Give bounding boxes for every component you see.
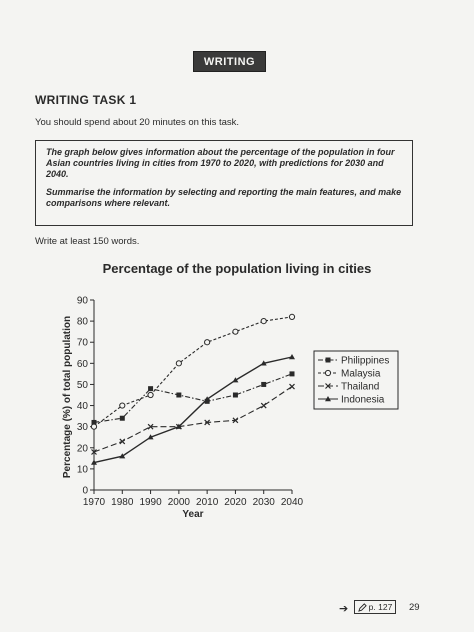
series-line-malaysia <box>93 316 293 428</box>
x-tick-label: 1990 <box>139 497 162 508</box>
data-point-philippines <box>289 371 295 377</box>
y-tick-label: 70 <box>77 338 89 349</box>
data-point-malaysia <box>288 313 296 320</box>
data-point-malaysia <box>119 402 126 409</box>
y-tick-label: 50 <box>77 380 89 391</box>
legend-label-thailand: Thailand <box>341 382 379 393</box>
data-point-philippines <box>261 381 267 387</box>
legend-marker-philippines <box>325 357 331 363</box>
y-tick-label: 30 <box>77 422 89 433</box>
section-banner: WRITING <box>193 51 266 72</box>
data-point-malaysia <box>260 318 267 325</box>
x-tick-label: 2020 <box>224 497 247 508</box>
task-prompt-paragraph: The graph below gives information about … <box>46 147 395 179</box>
time-instruction: You should spend about 20 minutes on thi… <box>35 117 240 128</box>
y-tick-label: 80 <box>77 317 89 328</box>
legend-label-philippines: Philippines <box>341 356 389 367</box>
legend-label-malaysia: Malaysia <box>341 369 381 380</box>
data-point-indonesia <box>260 360 267 366</box>
data-point-malaysia <box>147 391 154 399</box>
legend-marker-indonesia <box>325 396 331 402</box>
data-point-indonesia <box>232 377 239 383</box>
word-count-instruction: Write at least 150 words. <box>35 236 140 247</box>
task-prompt-box: The graph below gives information about … <box>35 140 413 226</box>
legend-box <box>313 350 399 410</box>
pencil-icon <box>357 602 367 612</box>
page-number: 29 <box>409 602 420 613</box>
y-tick-label: 90 <box>77 296 89 307</box>
data-point-indonesia <box>119 453 126 459</box>
x-axis-label: Year <box>182 509 203 520</box>
data-point-thailand <box>204 419 211 426</box>
page-reference-label: p. 127 <box>368 602 393 612</box>
task-title: WRITING TASK 1 <box>35 93 137 107</box>
data-point-malaysia <box>90 423 98 430</box>
x-tick-label: 2030 <box>253 497 276 508</box>
data-point-thailand <box>119 438 126 445</box>
arrow-icon: ➔ <box>339 603 349 615</box>
data-point-indonesia <box>175 423 182 429</box>
y-tick-label: 40 <box>77 401 89 412</box>
data-point-indonesia <box>147 434 154 440</box>
x-tick-label: 2000 <box>168 497 191 508</box>
data-point-philippines <box>148 386 154 392</box>
task-prompt-paragraph: Summarise the information by selecting a… <box>46 187 402 208</box>
x-tick-label: 1980 <box>111 497 134 508</box>
y-tick-label: 20 <box>77 443 89 454</box>
y-tick-label: 10 <box>77 464 89 475</box>
data-point-thailand <box>260 402 267 409</box>
data-point-thailand <box>147 423 154 430</box>
y-tick-label: 60 <box>77 359 89 370</box>
data-point-philippines <box>176 392 182 398</box>
series-line-thailand <box>93 386 293 453</box>
y-tick-label: 0 <box>82 486 88 497</box>
legend-marker-malaysia <box>324 369 332 377</box>
data-point-indonesia <box>204 396 211 402</box>
y-axis-label: Percentage (%) of total population <box>62 316 73 478</box>
x-tick-label: 2040 <box>281 497 304 508</box>
legend-marker-thailand <box>325 383 331 389</box>
data-point-thailand <box>91 449 97 455</box>
data-point-philippines <box>119 415 125 421</box>
data-point-indonesia <box>91 459 97 465</box>
series-line-indonesia <box>93 356 293 464</box>
data-point-thailand <box>232 417 239 424</box>
data-point-philippines <box>232 392 238 398</box>
data-point-malaysia <box>204 339 211 346</box>
data-point-indonesia <box>289 354 295 360</box>
x-tick-label: 2010 <box>196 497 219 508</box>
data-point-malaysia <box>175 360 182 367</box>
data-point-malaysia <box>232 328 239 335</box>
data-point-philippines <box>91 419 97 425</box>
page-reference: p. 127 <box>354 600 396 614</box>
x-tick-label: 1970 <box>83 497 106 508</box>
series-line-philippines <box>93 373 293 423</box>
chart-title: Percentage of the population living in c… <box>102 261 372 276</box>
data-point-thailand <box>289 383 295 390</box>
legend-label-indonesia: Indonesia <box>341 395 385 406</box>
